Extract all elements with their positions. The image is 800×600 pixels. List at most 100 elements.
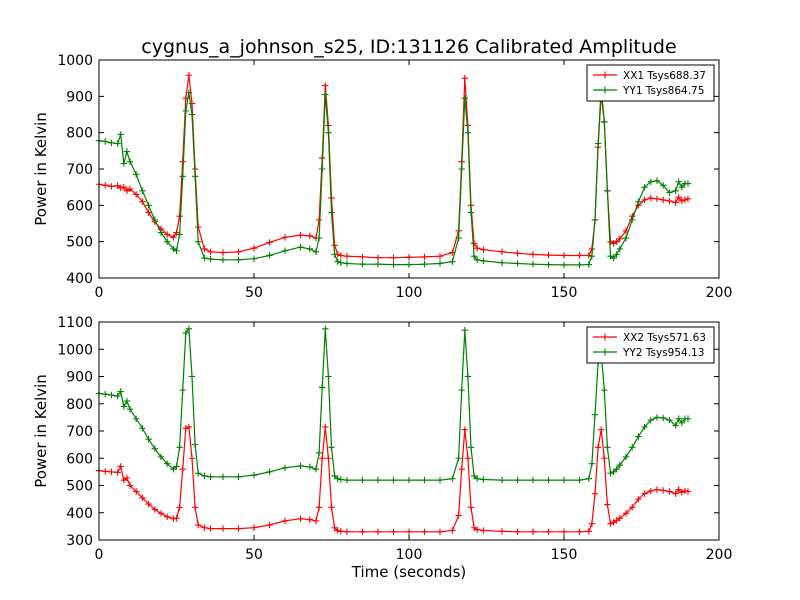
data-point [343,476,351,484]
data-point [684,488,692,495]
data-point [108,468,115,476]
data-point [436,528,444,536]
data-point [191,504,199,511]
data-point [250,471,258,479]
data-point [219,525,227,532]
data-point [480,257,487,265]
data-point [164,513,171,521]
data-point [594,140,602,147]
data-point [641,423,648,431]
data-point [337,252,344,259]
data-point [514,260,521,267]
legend-marker [601,86,609,94]
data-point [266,252,273,259]
data-point [235,256,242,264]
data-point [641,196,648,204]
data-point [102,391,109,398]
data-point [660,182,667,189]
series-2 [95,84,692,269]
data-point [436,260,444,267]
data-point [449,475,456,482]
legend-entry: YY1 Tsys864.75 [593,85,704,97]
data-point [474,245,481,252]
data-point [250,524,258,531]
data-point [145,435,152,443]
x-tick-label: 50 [245,547,263,563]
y-tick-label: 300 [66,533,93,549]
data-point [529,528,537,536]
data-point [306,463,313,471]
data-point [185,423,193,431]
data-point [514,250,521,257]
data-point [461,74,468,82]
data-point [560,476,568,484]
data-point [331,472,338,480]
data-point [102,138,109,145]
chart-title: cygnus_a_johnson_s25, ID:131126 Calibrat… [141,36,676,58]
data-point [297,231,304,239]
data-point [250,255,258,262]
data-point [126,482,134,489]
data-point [319,455,326,462]
data-point [591,216,599,224]
data-point [207,248,214,256]
data-point [334,527,341,534]
subplot-2: 0 50 100 150 200 300 400 500 600 700 800 900 1000 110… [32,315,732,581]
data-point [173,463,180,470]
data-point [164,238,171,245]
data-point [117,388,124,395]
data-point [312,517,320,525]
data-point [312,248,320,256]
data-point [647,178,654,185]
series-2 [95,325,692,484]
data-point [343,253,351,260]
data-point [678,489,685,496]
data-point [653,486,661,493]
data-point [588,520,596,527]
data-point [470,472,478,480]
data-point [480,476,487,483]
data-point [306,516,313,523]
data-point [576,528,583,536]
data-point [328,504,335,511]
data-point [666,416,673,424]
legend-entry: XX1 Tsys688.37 [593,70,706,82]
data-point [207,255,214,263]
data-point [123,397,131,405]
data-point [102,468,109,475]
data-point [157,510,165,517]
data-point [334,258,341,265]
data-point [120,183,127,191]
data-point [315,216,323,224]
data-point [464,129,472,136]
data-point [449,258,456,265]
data-point [306,245,313,253]
data-point [219,473,227,480]
data-point [467,209,475,216]
data-point [337,528,344,535]
data-point [390,261,397,268]
data-point [629,216,636,224]
data-point [591,490,599,497]
data-point [315,234,323,242]
data-point [173,247,180,254]
data-point [188,373,196,380]
data-point [436,253,444,260]
data-point [498,476,506,484]
data-point [529,251,537,258]
y-axis-label: Power in Kelvin [32,112,50,226]
data-point [151,506,158,513]
data-point [545,476,552,484]
data-point [616,515,623,522]
data-point [514,476,521,484]
data-point [151,445,158,452]
y-tick-label: 500 [66,479,93,495]
data-point [126,406,134,413]
data-point [675,178,682,185]
data-point [458,386,465,394]
data-point [601,455,608,462]
x-tick-label: 200 [706,547,733,563]
legend-marker [601,333,609,341]
y-tick-label: 800 [66,126,93,142]
